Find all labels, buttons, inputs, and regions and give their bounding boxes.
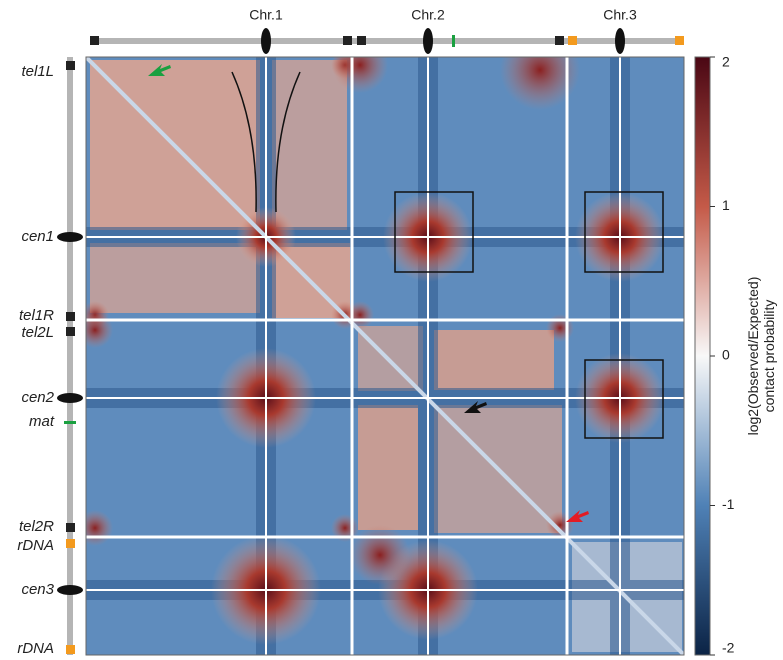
colorbar-tick-label: 1 (722, 197, 730, 213)
left-ideogram (57, 57, 83, 655)
row-label: tel1L (21, 63, 54, 80)
row-label: tel2L (21, 324, 54, 341)
arrows (148, 64, 589, 522)
column-label: Chr.3 (603, 7, 637, 23)
top-ideogram (90, 28, 684, 54)
block (272, 60, 347, 230)
heatmap (86, 57, 684, 655)
row-label: tel1R (19, 307, 54, 324)
column-label: Chr.1 (249, 7, 283, 23)
colorbar-label-line: log2(Observed/Expected) (745, 277, 761, 436)
row-label: cen3 (21, 581, 54, 598)
colorbar-tick-label: -1 (722, 496, 735, 512)
row-label: rDNA (17, 537, 54, 554)
colorbar-tick-label: -2 (722, 640, 735, 656)
frame (85, 56, 685, 656)
block (434, 330, 554, 390)
annotations (231, 71, 664, 439)
row-label: cen1 (21, 228, 54, 245)
colorbar (694, 56, 711, 656)
colorbar-tick-label: 0 (722, 347, 730, 363)
colorbar-tick-label: 2 (722, 54, 730, 70)
separators (86, 57, 684, 655)
colorbar-label-line: contact probability (761, 300, 777, 413)
block (358, 405, 418, 530)
row-label: cen2 (21, 389, 54, 406)
row-label: rDNA (17, 640, 54, 657)
row-label: tel2R (19, 518, 54, 535)
diagonal (86, 57, 684, 655)
column-label: Chr.2 (411, 7, 445, 23)
row-label: mat (29, 413, 55, 430)
colorbar-label: log2(Observed/Expected)contact probabili… (745, 277, 777, 436)
block (358, 326, 423, 391)
block (90, 243, 260, 313)
